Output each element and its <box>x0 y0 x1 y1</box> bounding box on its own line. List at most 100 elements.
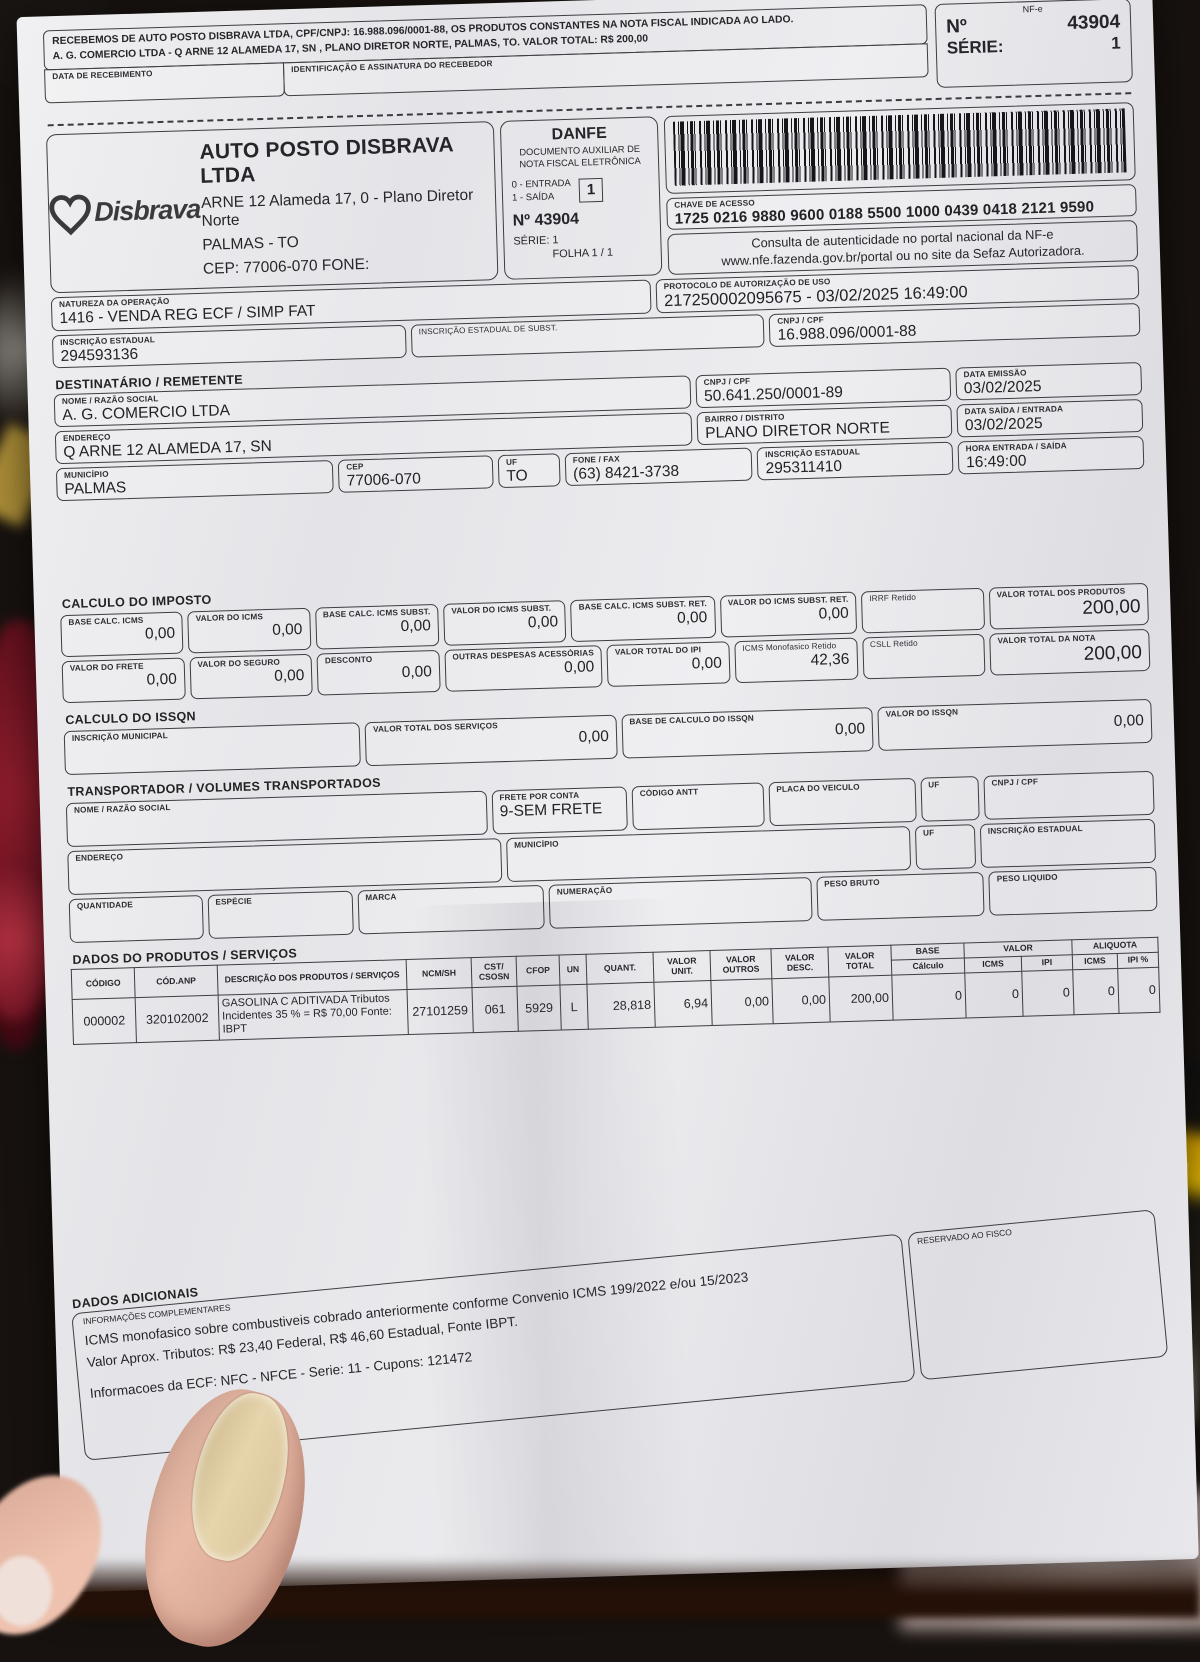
quantity-field: QUANTIDADE <box>68 895 204 944</box>
freight-field: VALOR DO FRETE 0,00 <box>61 657 186 704</box>
icms-subst-value-field: VALOR DO ICMS SUBST. 0,00 <box>443 600 567 647</box>
barcode-icon <box>672 108 1127 186</box>
invoice-total-field: VALOR TOTAL DA NOTA 200,00 <box>989 629 1151 676</box>
net-weight-field: PESO LIQUIDO <box>988 867 1158 916</box>
cell-aliq-icms: 0 <box>1072 968 1120 1015</box>
recipient-phone-value: (63) 8421-3738 <box>572 463 680 484</box>
nfe-serie-value: 1 <box>1110 33 1122 53</box>
recipient-district-field: BAIRRO / DISTRITO PLANO DIRETOR NORTE <box>696 404 953 446</box>
danfe-box: DANFE DOCUMENTO AUXILIAR DE NOTA FISCAL … <box>499 116 663 281</box>
col-cod-anp: CÓD.ANP <box>134 965 219 998</box>
cell-cfop: 5929 <box>516 985 562 1031</box>
issuer-logo: Disbrava <box>49 139 201 284</box>
danfe-saida-label: 1 - SAÍDA <box>511 190 555 204</box>
danfe-title: DANFE <box>551 124 607 144</box>
vehicle-plate-field: PLACA DO VEICULO <box>768 778 917 827</box>
reserved-fisco-label: RESERVADO AO FISCO <box>916 1226 1013 1246</box>
cell-valor-outros: 0,00 <box>710 978 774 1026</box>
irrf-field: IRRF Retido <box>861 588 985 634</box>
danfe-numero: Nº 43904 <box>512 210 580 230</box>
nfe-number-box: NF-e Nº 43904 SÉRIE: 1 <box>934 0 1133 88</box>
danfe-document: RECEBEMOS DE AUTO POSTO DISBRAVA LTDA, C… <box>16 0 1199 1593</box>
col-codigo: CÓDIGO <box>71 967 136 1000</box>
recipient-uf-value: TO <box>506 467 528 486</box>
cell-cod-anp: 320102002 <box>135 995 220 1043</box>
departure-time-field: HORA ENTRADA / SAÍDA 16:49:00 <box>957 436 1145 475</box>
freight-type-value: 9-SEM FRETE <box>499 800 603 821</box>
emission-date-field: DATA EMISSÃO 03/02/2025 <box>955 362 1143 401</box>
carrier-city-field: MUNICÍPIO <box>505 826 912 883</box>
cell-valor-desc: 0,00 <box>771 977 831 1024</box>
icms-subst-ret-value-field: VALOR DO ICMS SUBST. RET. 0,00 <box>719 591 858 638</box>
products-total-field: VALOR TOTAL DOS PRODUTOS 200,00 <box>988 583 1150 630</box>
recipient-cep-field: CEP 77006-070 <box>338 455 494 494</box>
carrier-uf-field: UF <box>919 776 980 822</box>
col-cfop: CFOP <box>516 955 560 987</box>
carrier-address-field: ENDEREÇO <box>67 838 503 896</box>
cell-valor-total: 200,00 <box>828 975 894 1022</box>
col-cst: CST/ CSOSN <box>471 956 517 988</box>
issuer-address: ARNE 12 Alameda 17, 0 - Plano Diretor No… <box>200 186 474 230</box>
insurance-field: VALOR DO SEGURO 0,00 <box>189 653 313 700</box>
numbering-field: NUMERAÇÃO <box>548 877 813 930</box>
recipient-state-reg-field: INSCRIÇÃO ESTADUAL 295311410 <box>756 441 954 481</box>
services-total-field: VALOR TOTAL DOS SERVIÇOS 0,00 <box>364 714 618 767</box>
recipient-cep-value: 77006-070 <box>346 470 422 490</box>
nfe-numero-label: Nº <box>945 16 968 38</box>
antt-code-field: CÓDIGO ANTT <box>631 782 765 831</box>
recipient-phone-field: FONE / FAX (63) 8421-3738 <box>564 447 753 487</box>
cell-cst: 061 <box>471 986 519 1033</box>
col-valor-unit: VALOR UNIT. <box>653 950 711 983</box>
discount-field: DESCONTO 0,00 <box>316 650 441 696</box>
icms-subst-ret-base-field: BASE CALC. ICMS SUBST. RET. 0,00 <box>570 596 716 643</box>
cell-quant: 28,818 <box>586 982 656 1029</box>
nfe-numero-value: 43904 <box>1066 11 1121 35</box>
recipient-city-field: MUNICÍPIO PALMAS <box>55 460 335 502</box>
gross-weight-field: PESO BRUTO <box>815 872 985 922</box>
carrier-state-reg-field: INSCRIÇÃO ESTADUAL <box>979 819 1157 869</box>
danfe-folha: FOLHA 1 / 1 <box>552 246 614 261</box>
issqn-base-field: BASE DE CALCULO DO ISSQN 0,00 <box>621 707 874 759</box>
disbrava-heart-icon <box>49 194 91 236</box>
carrier-uf2-field: UF <box>914 824 976 871</box>
species-field: ESPÉCIE <box>207 890 354 940</box>
emission-date-value: 03/02/2025 <box>963 378 1042 398</box>
cell-descricao: GASOLINA C ADITIVADA Tributos Incidentes… <box>218 989 409 1040</box>
issqn-value-field: VALOR DO ISSQN 0,00 <box>877 699 1153 752</box>
other-expenses-field: OUTRAS DESPESAS ACESSÓRIAS 0,00 <box>444 645 603 693</box>
state-registration-field: INSCRIÇÃO ESTADUAL 294593136 <box>51 325 407 369</box>
col-ncm: NCM/SH <box>406 957 472 990</box>
cell-valor-ipi: 0 <box>1021 969 1075 1016</box>
col-valor-ipi: IPI <box>1021 954 1073 972</box>
cell-valor-icms: 0 <box>964 971 1024 1018</box>
cell-aliq-ipi: 0 <box>1117 967 1160 1014</box>
csll-field: CSLL Retido <box>861 634 986 680</box>
carrier-name-field: NOME / RAZÃO SOCIAL <box>65 790 488 848</box>
issuer-cnpj-field: CNPJ / CPF 16.988.096/0001-88 <box>769 303 1141 348</box>
brand-field: MARCA <box>357 885 545 935</box>
issuer-logo-text: Disbrava <box>93 193 201 228</box>
products-total-value: 200,00 <box>1082 596 1141 620</box>
issuer-cep-phone: CEP: 77006-070 FONE: <box>202 255 370 278</box>
ipi-total-field: VALOR TOTAL DO IPI 0,00 <box>606 641 731 688</box>
cell-codigo: 000002 <box>72 997 137 1045</box>
departure-date-value: 03/02/2025 <box>964 415 1043 435</box>
danfe-tipo-value: 1 <box>578 177 604 203</box>
freight-type-field: FRETE POR CONTA 9-SEM FRETE <box>491 786 628 835</box>
barcode-box <box>663 102 1136 195</box>
invoice-total-value: 200,00 <box>1083 642 1143 666</box>
cell-base-calculo: 0 <box>891 973 967 1020</box>
icms-subst-base-field: BASE CALC. ICMS SUBST. 0,00 <box>314 604 440 650</box>
icms-value-field: VALOR DO ICMS 0,00 <box>187 608 312 654</box>
col-valor-desc: VALOR DESC. <box>770 947 829 979</box>
issuer-box: Disbrava AUTO POSTO DISBRAVA LTDA ARNE 1… <box>45 121 499 294</box>
carrier-cnpj-field: CNPJ / CPF <box>983 771 1155 821</box>
col-aliq-ipi: IPI % <box>1117 952 1159 969</box>
recipient-uf-field: UF TO <box>497 453 561 489</box>
col-valor-outros: VALOR OUTROS <box>709 948 772 981</box>
document-header: Disbrava AUTO POSTO DISBRAVA LTDA ARNE 1… <box>45 102 1139 294</box>
issuer-name: AUTO POSTO DISBRAVA LTDA <box>199 133 454 188</box>
departure-time-value: 16:49:00 <box>965 452 1027 472</box>
cell-ncm: 27101259 <box>407 987 474 1035</box>
